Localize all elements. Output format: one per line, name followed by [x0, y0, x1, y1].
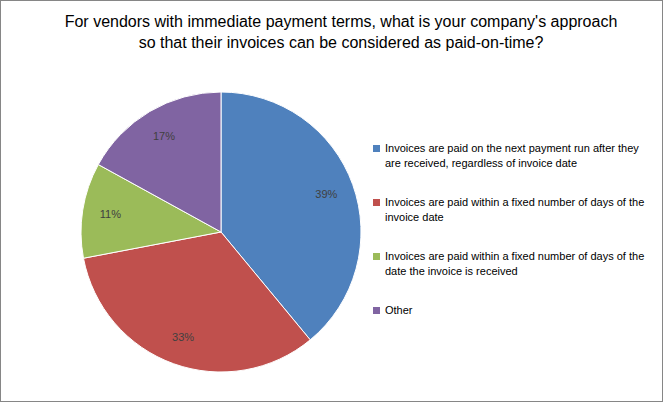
svg-text:33%: 33%: [172, 331, 194, 343]
html-text:Other: Other: [385, 304, 413, 316]
svg-text:11%: 11%: [100, 208, 121, 220]
html-text:Invoices are paid on the next: Invoices are paid on the next payment ru…: [385, 142, 639, 169]
svg-text:17%: 17%: [153, 130, 175, 142]
svg-text:39%: 39%: [315, 188, 337, 200]
html-text:For vendors with immediate pay: For vendors with immediate payment terms…: [64, 13, 618, 51]
html-text:Invoices are paid within a fix: Invoices are paid within a fixed number …: [385, 196, 645, 223]
html-text:Invoices are paid within a fix: Invoices are paid within a fixed number …: [385, 250, 645, 277]
